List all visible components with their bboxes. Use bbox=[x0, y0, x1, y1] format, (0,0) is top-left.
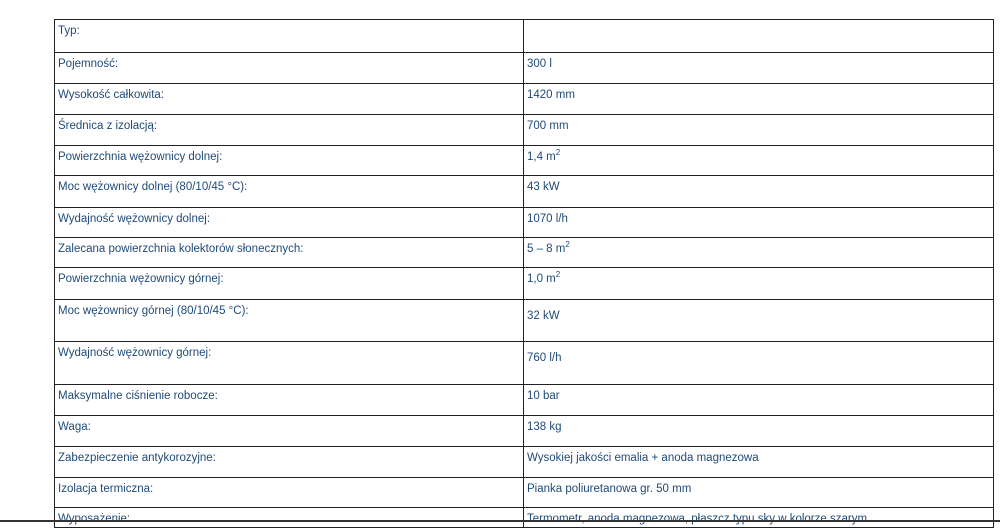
spec-value-text: 43 kW bbox=[527, 181, 560, 193]
table-row: Maksymalne ciśnienie robocze: 10 bar bbox=[54, 384, 994, 416]
spec-value: Pianka poliuretanowa gr. 50 mm bbox=[523, 477, 994, 508]
spec-label: Typ: bbox=[54, 19, 524, 53]
spec-value-text: 10 bar bbox=[527, 390, 560, 402]
spec-value-text: 1420 mm bbox=[527, 89, 575, 101]
spec-value: 700 mm bbox=[523, 114, 994, 146]
spec-table: Typ: Pojemność: 300 l Wysokość całkowita: 14… bbox=[54, 19, 994, 528]
spec-value: 138 kg bbox=[523, 415, 994, 447]
spec-value: 1,4 m2 bbox=[523, 145, 994, 176]
spec-value: Wysokiej jakości emalia + anoda magnezow… bbox=[523, 446, 994, 478]
spec-label: Wyposażenie: bbox=[54, 507, 524, 528]
spec-label: Moc wężownicy górnej (80/10/45 °C): bbox=[54, 299, 524, 342]
table-row: Pojemność: 300 l bbox=[54, 52, 994, 84]
spec-value-text: 700 mm bbox=[527, 120, 569, 132]
spec-value bbox=[523, 19, 994, 53]
table-row: Zabezpieczenie antykorozyjne: Wysokiej ja… bbox=[54, 446, 994, 478]
spec-label: Moc wężownicy dolnej (80/10/45 °C): bbox=[54, 175, 524, 208]
spec-value-text: 5 – 8 m bbox=[527, 243, 566, 255]
table-row: Izolacja termiczna: Pianka poliuretanowa … bbox=[54, 477, 994, 508]
spec-label: Wydajność wężownicy górnej: bbox=[54, 341, 524, 385]
table-row: Powierzchnia wężownicy dolnej: 1,4 m2 bbox=[54, 145, 994, 176]
superscript: 2 bbox=[565, 240, 570, 250]
table-row: Zalecana powierzchnia kolektorów słonecz… bbox=[54, 237, 994, 268]
spec-value: 43 kW bbox=[523, 175, 994, 208]
table-row: Średnica z izolacją: 700 mm bbox=[54, 114, 994, 146]
spec-label: Waga: bbox=[54, 415, 524, 447]
superscript: 2 bbox=[555, 270, 561, 280]
spec-label: Średnica z izolacją: bbox=[54, 114, 524, 146]
table-row: Moc wężownicy dolnej (80/10/45 °C): 43 kW bbox=[54, 175, 994, 208]
table-row: Wydajność wężownicy górnej: 760 l/h bbox=[54, 341, 994, 385]
spec-value-text: 32 kW bbox=[527, 310, 560, 322]
spec-value-text: Termometr, anoda magnezowa, płaszcz typu… bbox=[527, 513, 868, 525]
spec-value: 760 l/h bbox=[523, 341, 994, 385]
spec-label: Izolacja termiczna: bbox=[54, 477, 524, 508]
table-row: Moc wężownicy górnej (80/10/45 °C): 32 kW bbox=[54, 299, 994, 342]
table-row: Powierzchnia wężownicy górnej: 1,0 m2 bbox=[54, 267, 994, 300]
spec-value-text: 138 kg bbox=[527, 421, 562, 433]
spec-value-text: 1,0 m bbox=[527, 273, 556, 285]
spec-label: Wydajność wężownicy dolnej: bbox=[54, 207, 524, 238]
spec-value: 1070 l/h bbox=[523, 207, 994, 238]
spec-value-text: 1,4 m bbox=[527, 151, 556, 163]
table-row: Wysokość całkowita: 1420 mm bbox=[54, 83, 994, 115]
spec-value: 1,0 m2 bbox=[523, 267, 994, 300]
spec-value-text: 760 l/h bbox=[527, 352, 562, 364]
superscript: 2 bbox=[555, 148, 561, 158]
spec-value-text: 1070 l/h bbox=[527, 213, 568, 225]
spec-label: Pojemność: bbox=[54, 52, 524, 84]
divider bbox=[0, 520, 1000, 522]
spec-value: 10 bar bbox=[523, 384, 994, 416]
spec-value-text: Wysokiej jakości emalia + anoda magnezow… bbox=[527, 452, 759, 464]
spec-value-text: 300 l bbox=[527, 58, 552, 70]
table-row: Wydajność wężownicy dolnej: 1070 l/h bbox=[54, 207, 994, 238]
spec-value: 1420 mm bbox=[523, 83, 994, 115]
table-row: Typ: bbox=[54, 19, 994, 53]
spec-label: Wysokość całkowita: bbox=[54, 83, 524, 115]
table-row: Wyposażenie: Termometr, anoda magnezowa, … bbox=[54, 507, 994, 528]
spec-label: Maksymalne ciśnienie robocze: bbox=[54, 384, 524, 416]
spec-label: Powierzchnia wężownicy dolnej: bbox=[54, 145, 524, 176]
table-row: Waga: 138 kg bbox=[54, 415, 994, 447]
spec-value: 300 l bbox=[523, 52, 994, 84]
spec-value: Termometr, anoda magnezowa, płaszcz typu… bbox=[523, 507, 994, 528]
spec-value: 32 kW bbox=[523, 299, 994, 342]
spec-label: Powierzchnia wężownicy górnej: bbox=[54, 267, 524, 300]
spec-label: Zabezpieczenie antykorozyjne: bbox=[54, 446, 524, 478]
spec-label: Zalecana powierzchnia kolektorów słonecz… bbox=[54, 237, 524, 268]
spec-value-text: Pianka poliuretanowa gr. 50 mm bbox=[527, 483, 692, 495]
spec-value: 5 – 8 m2 bbox=[523, 237, 994, 268]
